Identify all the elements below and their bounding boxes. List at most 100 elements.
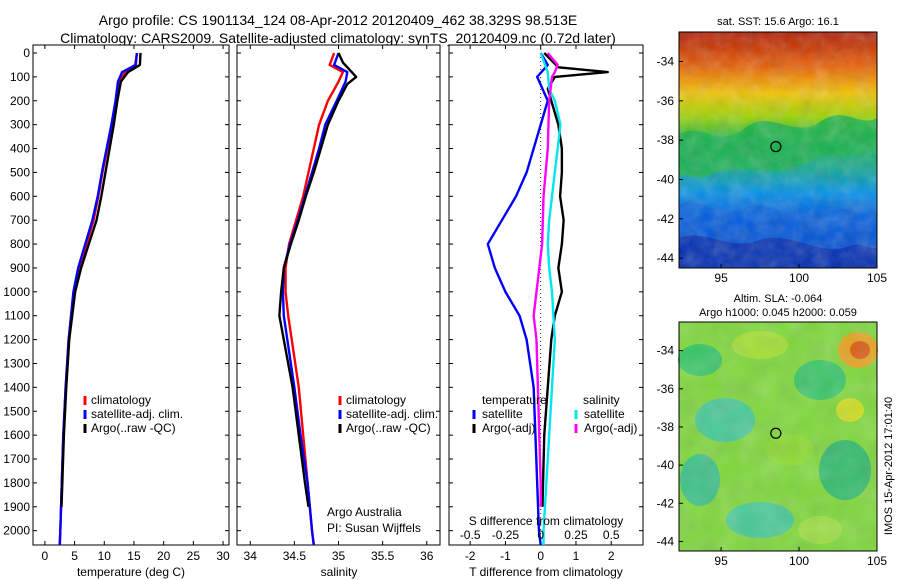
salinity-axes-frame <box>236 44 441 546</box>
x-tick-label: 20 <box>157 549 171 563</box>
x-tick-label: 34.5 <box>283 549 307 563</box>
lat-tick-label: -36 <box>657 382 675 396</box>
depth-tick-label: 500 <box>10 165 30 179</box>
legend-group-temperature: temperature <box>482 393 547 407</box>
x-tick-label: 15 <box>127 549 141 563</box>
lat-tick-label: -44 <box>657 251 675 265</box>
x-tick-label: 30 <box>216 549 230 563</box>
lon-tick-label: 100 <box>789 554 809 568</box>
depth-tick-label: 1100 <box>4 309 30 323</box>
x-tick-label: 25 <box>187 549 201 563</box>
sla-map-panel: Altim. SLA: -0.064 Argo h1000: 0.045 h20… <box>657 293 888 568</box>
depth-tick-label: 800 <box>10 237 30 251</box>
depth-tick-label: 1800 <box>3 476 30 490</box>
depth-tick-label: 100 <box>10 70 30 84</box>
pi-name-note: PI: Susan Wijffels <box>327 521 421 535</box>
legend-group-salinity: salinity <box>583 393 620 407</box>
series-line-1 <box>541 52 609 507</box>
depth-tick-label: 1300 <box>3 356 30 370</box>
s-tick-label: 0.25 <box>564 528 588 542</box>
sst-map-panel: sat. SST: 15.6 Argo: 16.1 95 100 105 -34 -36… <box>657 16 888 285</box>
depth-tick-label: 0 <box>23 46 30 60</box>
legend-label: climatology <box>91 393 151 407</box>
figure-title: Argo profile: CS 1901134_124 08-Apr-2012… <box>99 12 577 28</box>
depth-tick-label: 1700 <box>3 452 30 466</box>
series-line-0 <box>284 52 345 545</box>
sla-map-subtitle: Argo h1000: 0.045 h2000: 0.059 <box>699 307 857 319</box>
lat-tick-label: -38 <box>657 133 675 147</box>
lat-tick-label: -40 <box>657 458 675 472</box>
x-tick-label: 0 <box>537 549 544 563</box>
x-tick-label: -2 <box>465 549 476 563</box>
depth-tick-label: 900 <box>10 261 30 275</box>
argo-australia-note: Argo Australia <box>327 505 402 519</box>
depth-tick-label: 1400 <box>3 380 30 394</box>
depth-tick-label: 300 <box>10 118 30 132</box>
sst-map-frame <box>678 31 878 269</box>
argo-location-marker <box>770 427 782 439</box>
x-tick-label: 10 <box>98 549 112 563</box>
s-tick-label: 0.5 <box>603 528 620 542</box>
lat-tick-label: -40 <box>657 173 675 187</box>
lat-tick-label: -42 <box>657 212 675 226</box>
lat-tick-label: -42 <box>657 496 675 510</box>
x-tick-label: -1 <box>500 549 511 563</box>
legend-label: satellite-adj. clim. <box>346 407 438 421</box>
sla-map-frame <box>678 321 878 552</box>
x-tick-label: 34 <box>244 549 258 563</box>
x-tick-label: 2 <box>608 549 615 563</box>
lat-tick-label: -44 <box>657 534 675 548</box>
salinity-xlabel: salinity <box>321 565 358 579</box>
lat-tick-label: -38 <box>657 420 675 434</box>
legend-label: Argo(-adj) <box>584 421 637 435</box>
series-line-2 <box>60 52 142 507</box>
depth-tick-label: 2000 <box>3 524 30 538</box>
sst-map-title: sat. SST: 15.6 Argo: 16.1 <box>717 16 839 28</box>
legend-label: Argo(..raw -QC) <box>91 421 176 435</box>
s-tick-label: 0 <box>537 528 544 542</box>
legend-label: climatology <box>346 393 406 407</box>
depth-tick-label: 700 <box>10 213 30 227</box>
depth-tick-label: 1200 <box>3 333 30 347</box>
series-line-2 <box>539 52 562 545</box>
series-line-3 <box>532 52 559 507</box>
depth-tick-label: 400 <box>10 142 30 156</box>
series-line-0 <box>486 52 549 545</box>
salinity-panel: 34 34.5 35 35.5 36 salinity climatologysatel… <box>236 44 441 579</box>
depth-tick-label: 200 <box>10 94 30 108</box>
depth-tick-label: 1600 <box>3 428 30 442</box>
depth-tick-label: 1900 <box>3 500 30 514</box>
lat-tick-label: -36 <box>657 94 675 108</box>
lat-tick-label: -34 <box>657 344 675 358</box>
argo-location-marker <box>770 141 782 153</box>
imos-stamp: IMOS 15-Apr-2012 17:01:40 <box>883 397 895 535</box>
figure-subtitle: Climatology: CARS2009. Satellite-adjuste… <box>60 30 616 46</box>
x-tick-label: 0 <box>42 549 49 563</box>
x-tick-label: 36 <box>420 549 434 563</box>
temperature-panel: 0100200300400500600700800900100011001200… <box>3 44 230 579</box>
x-tick-label: 1 <box>573 549 580 563</box>
sla-map-title: Altim. SLA: -0.064 <box>734 293 823 305</box>
lon-tick-label: 100 <box>789 271 809 285</box>
lon-tick-label: 105 <box>867 554 887 568</box>
legend-label: satellite <box>584 407 625 421</box>
s-tick-label: -0.25 <box>492 528 520 542</box>
legend-label: satellite <box>482 407 523 421</box>
x-tick-label: 35.5 <box>371 549 395 563</box>
x-tick-label: 35 <box>332 549 346 563</box>
legend-label: Argo(-adj) <box>482 421 535 435</box>
s-difference-xlabel: S difference from climatology <box>469 514 624 528</box>
sla-texture <box>679 322 877 551</box>
legend-label: Argo(..raw -QC) <box>346 421 431 435</box>
lon-tick-label: 95 <box>714 554 728 568</box>
depth-tick-label: 1500 <box>3 404 30 418</box>
temperature-xlabel: temperature (deg C) <box>77 565 185 579</box>
depth-tick-label: 600 <box>10 189 30 203</box>
temperature-axes-frame <box>32 44 230 546</box>
series-line-2 <box>278 52 358 507</box>
depth-tick-label: 1000 <box>3 285 30 299</box>
lat-tick-label: -34 <box>657 55 675 69</box>
difference-axes-frame <box>448 44 644 546</box>
s-tick-label: -0.5 <box>460 528 481 542</box>
